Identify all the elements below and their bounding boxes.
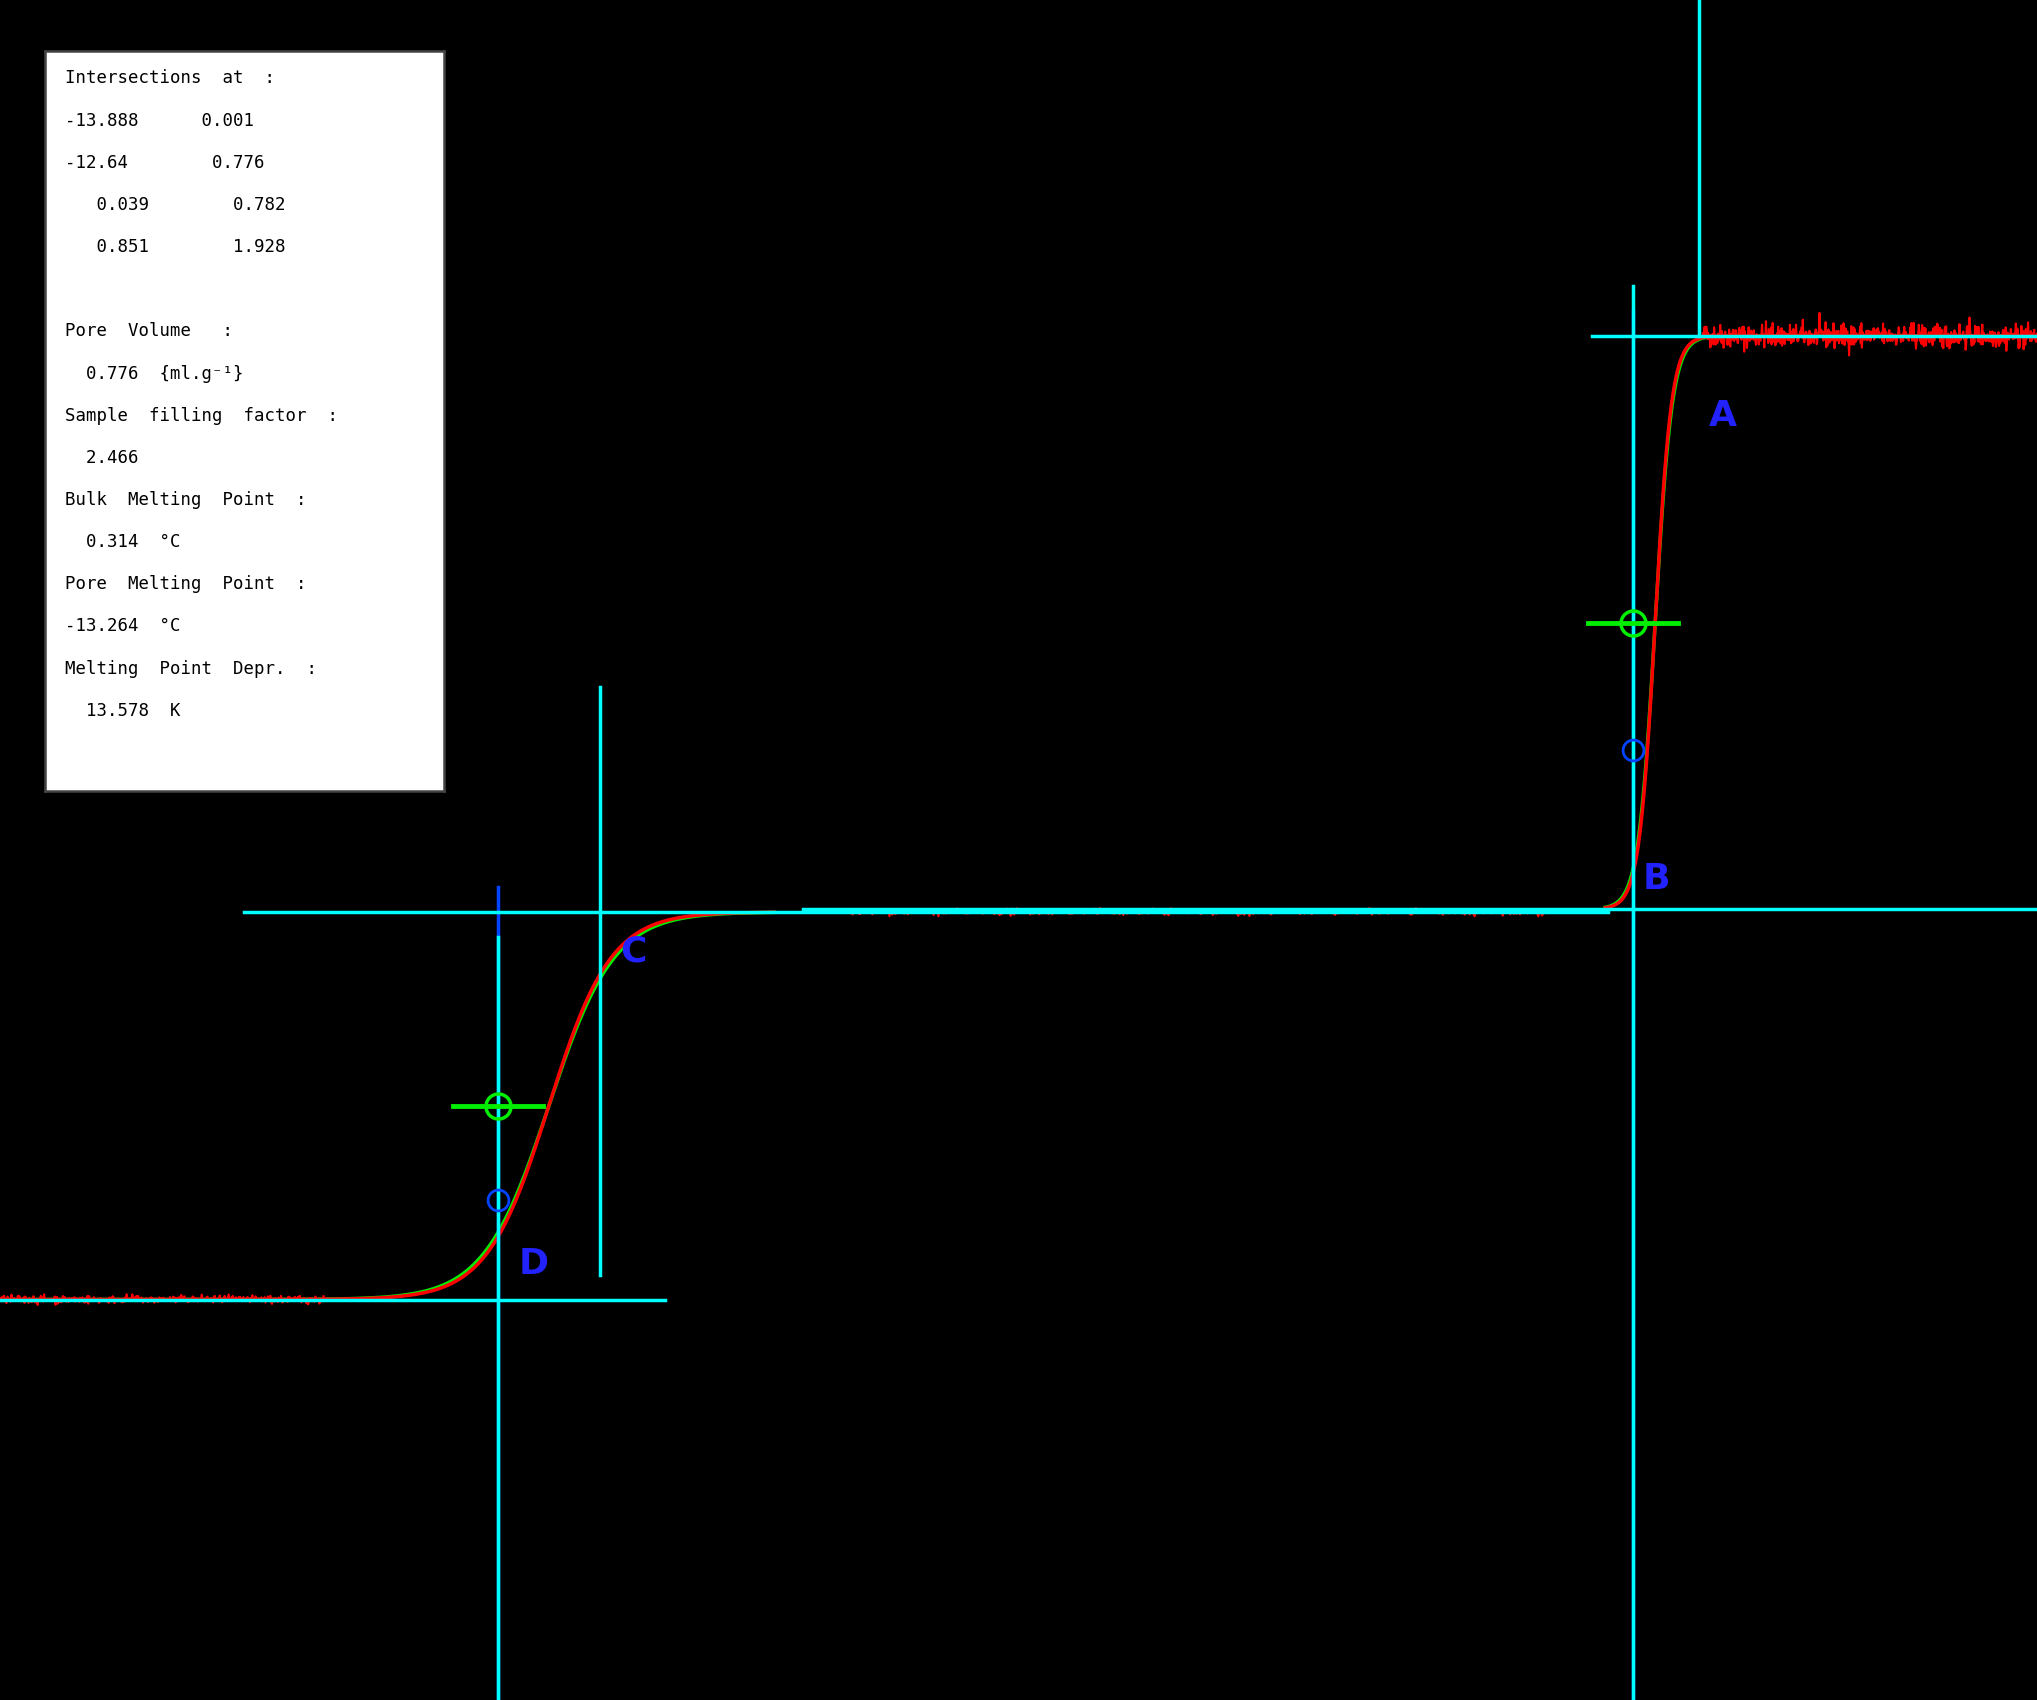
Bar <box>359 1450 684 1700</box>
Text: Melting  Point  Depr.  :: Melting Point Depr. : <box>65 660 318 678</box>
Text: -13.888      0.001: -13.888 0.001 <box>65 112 255 129</box>
Bar <box>1740 0 2037 490</box>
Text: -13.264  °C: -13.264 °C <box>65 617 181 636</box>
Text: 0.314  °C: 0.314 °C <box>65 534 181 551</box>
Bar <box>359 850 684 1061</box>
Bar <box>0 0 2037 90</box>
Bar <box>1780 490 2037 600</box>
Text: 13.578  K: 13.578 K <box>65 702 181 719</box>
Text: Pore  Volume   :: Pore Volume : <box>65 323 232 340</box>
Text: B: B <box>1642 862 1670 896</box>
Text: 0.851        1.928: 0.851 1.928 <box>65 238 285 257</box>
Bar <box>0 1590 2037 1700</box>
Text: 0.776  {ml.g⁻¹}: 0.776 {ml.g⁻¹} <box>65 364 242 382</box>
Bar <box>1740 1450 2037 1700</box>
Text: D: D <box>517 1248 548 1282</box>
Text: -12.64        0.776: -12.64 0.776 <box>65 153 265 172</box>
Bar <box>1670 1561 1740 1700</box>
Bar <box>359 1435 481 1574</box>
Text: A: A <box>1709 400 1738 434</box>
Text: Bulk  Melting  Point  :: Bulk Melting Point : <box>65 491 306 508</box>
Text: Pore  Melting  Point  :: Pore Melting Point : <box>65 575 306 593</box>
Text: Sample  filling  factor  :: Sample filling factor : <box>65 406 338 425</box>
Text: 0.039        0.782: 0.039 0.782 <box>65 196 285 214</box>
Text: C: C <box>619 935 646 969</box>
Text: Intersections  at  :: Intersections at : <box>65 70 275 87</box>
Text: 2.466: 2.466 <box>65 449 139 468</box>
